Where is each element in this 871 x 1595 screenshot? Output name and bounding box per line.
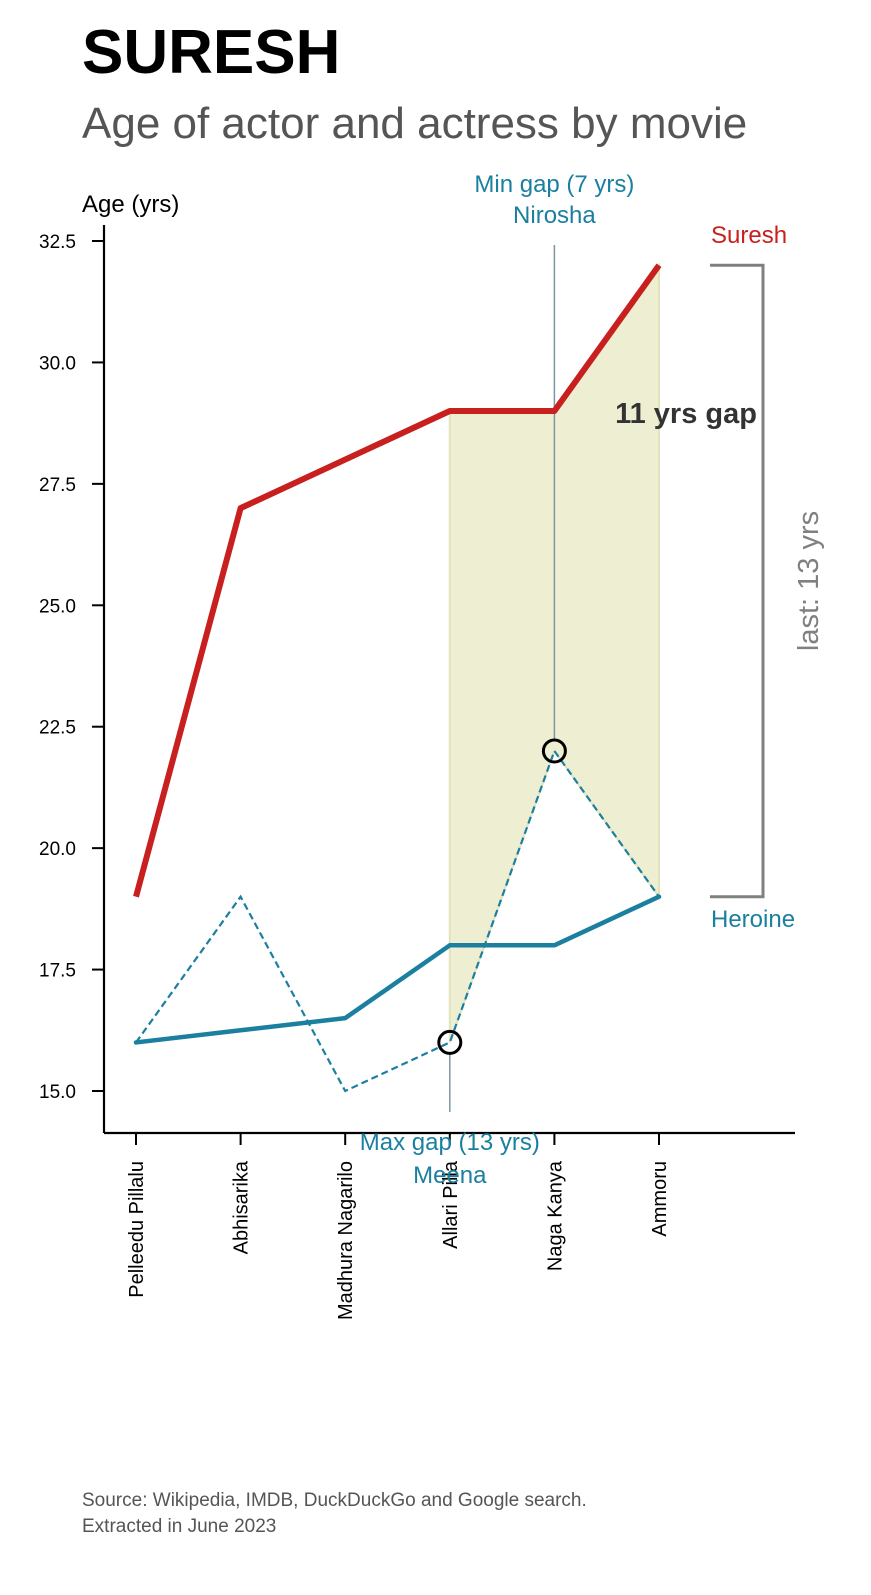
y-tick-label: 27.5 <box>39 475 76 496</box>
min-gap-marker <box>541 738 567 764</box>
min-gap-name: Nirosha <box>513 202 596 229</box>
y-tick-label: 32.5 <box>39 232 76 253</box>
source-line-2: Extracted in June 2023 <box>82 1515 277 1537</box>
y-axis-title: Age (yrs) <box>82 191 179 218</box>
x-tick-label: Madhura Nagarilo <box>335 1161 357 1320</box>
suresh-series-label: Suresh <box>711 222 787 249</box>
last-gap-bracket <box>710 263 765 899</box>
source-note: Source: Wikipedia, IMDB, DuckDuckGo and … <box>82 1488 587 1539</box>
max-gap-marker <box>437 1029 463 1055</box>
x-tick-label: Abhisarika <box>231 1160 253 1254</box>
max-gap-label: Max gap (13 yrs) <box>360 1129 540 1156</box>
min-gap-label: Min gap (7 yrs) <box>474 171 634 198</box>
y-tick-label: 30.0 <box>39 353 76 374</box>
y-tick-label: 15.0 <box>39 1082 76 1103</box>
last-gap-label: last: 13 yrs <box>793 511 825 651</box>
x-tick-label: Allari Pilla <box>440 1160 462 1249</box>
axes-layer: 15.0 17.5 20.0 22.5 25.0 27.5 30.0 32.5 Age (yrs… <box>39 191 795 1320</box>
gap-label: 11 yrs gap <box>615 398 757 430</box>
heroine-age-dashed-line <box>135 748 660 1093</box>
suresh-line <box>133 263 662 898</box>
heroine-series-label: Heroine <box>711 906 795 933</box>
x-tick-label: Ammoru <box>649 1161 671 1237</box>
chart-title: SURESH <box>82 18 341 87</box>
guides-layer <box>449 245 556 1112</box>
y-tick-label: 20.0 <box>39 839 76 860</box>
source-line-1: Source: Wikipedia, IMDB, DuckDuckGo and … <box>82 1490 587 1511</box>
y-tick-label: 17.5 <box>39 961 76 982</box>
heroine-line <box>133 894 662 1045</box>
x-tick-label: Pelleedu Pillalu <box>126 1161 148 1298</box>
max-gap-name: Meena <box>413 1162 487 1189</box>
y-tick-label: 25.0 <box>39 596 76 617</box>
x-tick-label: Naga Kanya <box>544 1160 566 1271</box>
annotations-layer: Min gap (7 yrs) Nirosha Max gap (13 yrs) Me… <box>360 171 825 1189</box>
series-layer <box>133 263 662 1093</box>
chart-subtitle: Age of actor and actress by movie <box>82 99 748 148</box>
y-tick-label: 22.5 <box>39 718 76 739</box>
